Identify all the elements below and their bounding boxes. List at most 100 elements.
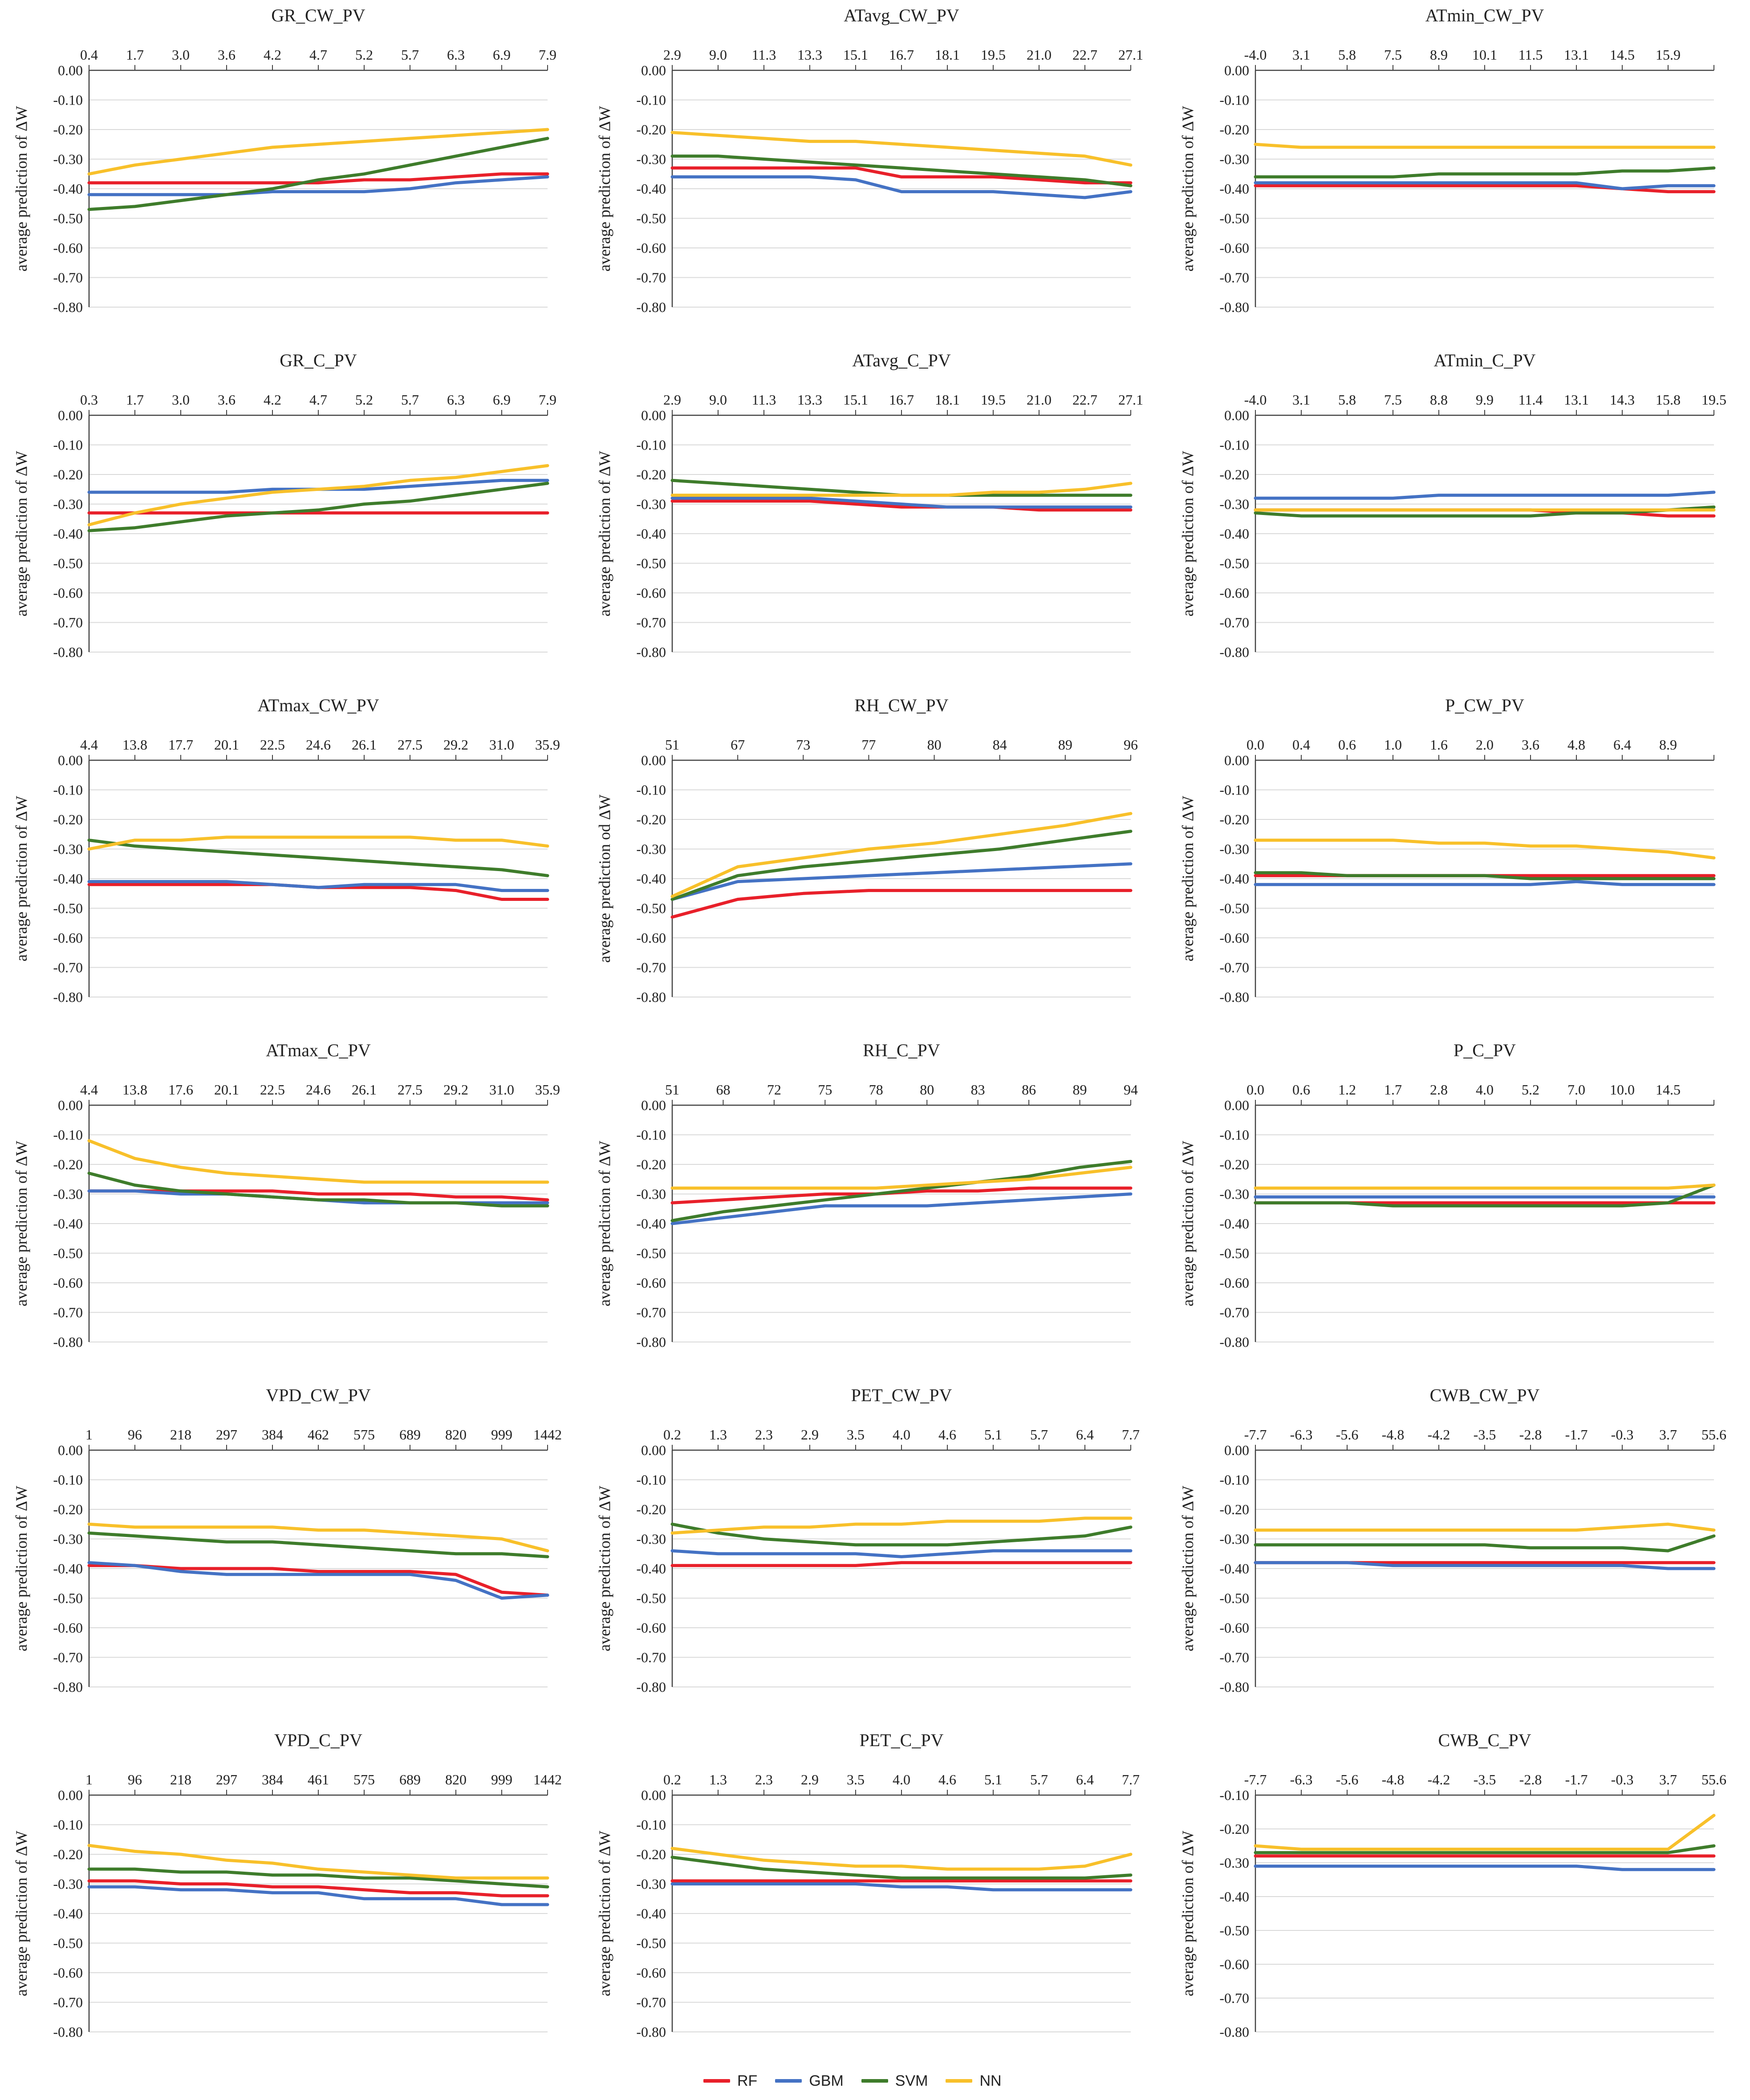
y-tick-label: -0.60	[636, 1275, 666, 1291]
series-line-nn	[670, 1516, 1133, 1535]
y-axis-title: average prediction of ΔW	[12, 1486, 30, 1651]
x-tick-label: 4.0	[1476, 1082, 1494, 1098]
series-line-nn	[670, 1166, 1133, 1190]
x-tick-label: 55.6	[1701, 1427, 1726, 1443]
y-tick-label: 0.00	[641, 752, 666, 768]
x-tick-label: 27.1	[1118, 47, 1143, 63]
x-tick-label: 67	[731, 737, 745, 753]
x-tick-label: -6.3	[1290, 1772, 1313, 1788]
legend-swatch-svm	[861, 2079, 888, 2083]
y-tick-label: -0.80	[636, 1679, 666, 1695]
x-tick-label: 4.6	[938, 1427, 956, 1443]
x-tick-label: 5.7	[1030, 1427, 1048, 1443]
series-line-gbm	[1254, 491, 1716, 500]
x-tick-label: 6.4	[1076, 1772, 1094, 1788]
x-tick-label: 3.1	[1292, 392, 1310, 408]
y-axis-title: average prediction of ΔW	[12, 451, 30, 616]
x-tick-label: 4.0	[893, 1427, 910, 1443]
y-tick-label: -0.50	[1219, 1245, 1249, 1261]
x-tick-label: 15.1	[843, 47, 868, 63]
x-tick-label: 20.1	[214, 737, 239, 753]
x-tick-label: 575	[353, 1772, 375, 1788]
x-tick-label: 1.7	[126, 392, 144, 408]
x-tick-label: 72	[767, 1082, 781, 1098]
x-tick-label: 1.7	[126, 47, 144, 63]
y-tick-label: -0.70	[1219, 270, 1249, 286]
y-tick-label: -0.80	[53, 989, 83, 1005]
y-tick-label: -0.20	[53, 1156, 83, 1172]
y-tick-label: -0.10	[53, 92, 83, 108]
x-tick-label: 1	[85, 1427, 93, 1443]
chart-title: ATavg_C_PV	[852, 350, 951, 370]
x-tick-label: 19.5	[981, 47, 1006, 63]
x-tick-label: -1.7	[1565, 1772, 1588, 1788]
x-tick-label: 11.3	[752, 392, 776, 408]
x-tick-label: 218	[170, 1427, 191, 1443]
y-tick-label: -0.30	[636, 1186, 666, 1202]
legend-item-nn: NN	[946, 2072, 1002, 2090]
y-tick-label: -0.50	[53, 1590, 83, 1606]
y-tick-label: -0.60	[636, 240, 666, 256]
series-line-gbm	[1254, 880, 1716, 886]
x-tick-label: -0.3	[1611, 1772, 1634, 1788]
x-tick-label: 2.9	[801, 1772, 819, 1788]
y-tick-label: -0.30	[1219, 841, 1249, 857]
x-tick-label: 96	[1124, 737, 1138, 753]
y-tick-label: -0.10	[1219, 782, 1249, 798]
y-tick-label: -0.80	[53, 644, 83, 660]
legend-label-svm: SVM	[895, 2072, 928, 2089]
y-tick-label: -0.70	[1219, 1990, 1249, 2006]
chart-title: ATmin_CW_PV	[1425, 5, 1544, 25]
y-tick-label: -0.40	[53, 1561, 83, 1577]
chart-atmin-c-pv: ATmin_C_PV 0.00 -0.10 -0.20 -0.30 -0.40 -0.50 -…	[1179, 350, 1726, 660]
y-tick-label: -0.60	[636, 1965, 666, 1981]
x-tick-label: 4.7	[309, 47, 327, 63]
x-tick-label: 13.1	[1564, 47, 1589, 63]
legend-item-svm: SVM	[861, 2072, 928, 2090]
y-tick-label: -0.10	[1219, 437, 1249, 453]
x-tick-label: 15.8	[1656, 392, 1681, 408]
x-tick-label: 5.7	[401, 47, 419, 63]
y-tick-label: -0.30	[1219, 496, 1249, 512]
x-tick-label: 7.0	[1567, 1082, 1585, 1098]
x-tick-label: 461	[308, 1772, 329, 1788]
series-line-svm	[1254, 505, 1716, 518]
y-tick-label: -0.30	[53, 496, 83, 512]
x-tick-label: 462	[308, 1427, 329, 1443]
chart-gr-c-pv: GR_C_PV 0.00 -0.10 -0.20 -0.30 -0.40 -0.50 -0.6…	[12, 350, 556, 660]
x-tick-label: 1	[85, 1772, 93, 1788]
x-tick-label: 3.5	[847, 1772, 865, 1788]
series-line-svm	[670, 1522, 1133, 1547]
x-tick-label: 3.7	[1659, 1772, 1677, 1788]
series-line-gbm	[670, 1549, 1133, 1558]
series-line-nn	[87, 464, 549, 527]
x-tick-label: 35.9	[535, 737, 560, 753]
series-line-svm	[1254, 871, 1716, 880]
x-tick-label: 51	[665, 1082, 679, 1098]
y-tick-label: -0.20	[636, 122, 666, 138]
y-tick-label: -0.60	[1219, 1956, 1249, 1972]
series-line-rf	[1254, 184, 1716, 194]
y-tick-label: -0.50	[53, 1245, 83, 1261]
series-line-nn	[670, 482, 1133, 497]
x-tick-label: 5.2	[355, 47, 373, 63]
x-tick-label: 7.7	[1122, 1427, 1140, 1443]
x-tick-label: 11.5	[1519, 47, 1543, 63]
x-tick-label: 0.0	[1247, 737, 1264, 753]
x-tick-label: 4.0	[893, 1772, 910, 1788]
x-tick-label: -4.2	[1428, 1772, 1450, 1788]
y-tick-label: -0.70	[636, 1650, 666, 1666]
y-axis-title: average prediction of ΔW	[12, 106, 30, 272]
series-line-rf	[87, 1879, 549, 1897]
x-tick-label: 68	[716, 1082, 730, 1098]
chart-pet-c-pv: PET_C_PV 0.00 -0.10 -0.20 -0.30 -0.40 -0.50 -0.…	[596, 1730, 1140, 2040]
y-tick-label: -0.80	[1219, 644, 1249, 660]
x-tick-label: 73	[796, 737, 810, 753]
y-tick-label: -0.10	[53, 437, 83, 453]
y-tick-label: -0.40	[1219, 871, 1249, 887]
x-tick-label: 999	[491, 1772, 512, 1788]
x-tick-label: 26.1	[352, 737, 377, 753]
x-tick-label: 10.0	[1610, 1082, 1635, 1098]
y-tick-label: -0.50	[1219, 211, 1249, 227]
x-tick-label: 17.6	[168, 1082, 193, 1098]
